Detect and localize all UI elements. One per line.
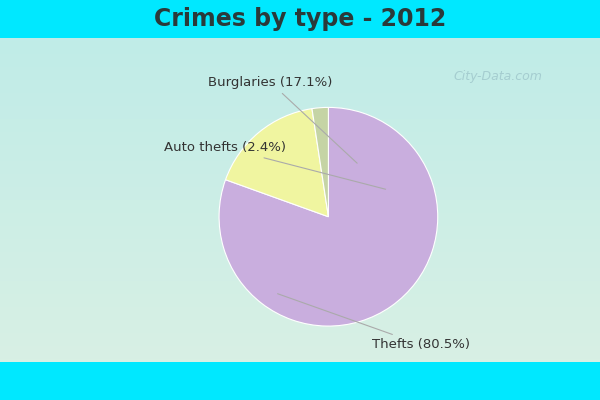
Wedge shape xyxy=(312,108,328,217)
Text: Crimes by type - 2012: Crimes by type - 2012 xyxy=(154,7,446,31)
Text: Thefts (80.5%): Thefts (80.5%) xyxy=(278,294,470,351)
Text: Auto thefts (2.4%): Auto thefts (2.4%) xyxy=(164,141,386,189)
Wedge shape xyxy=(219,108,438,326)
Bar xyxy=(0,362,600,400)
Text: Burglaries (17.1%): Burglaries (17.1%) xyxy=(208,76,357,163)
Text: City-Data.com: City-Data.com xyxy=(454,70,542,83)
Bar xyxy=(0,0,600,38)
Wedge shape xyxy=(226,109,328,217)
